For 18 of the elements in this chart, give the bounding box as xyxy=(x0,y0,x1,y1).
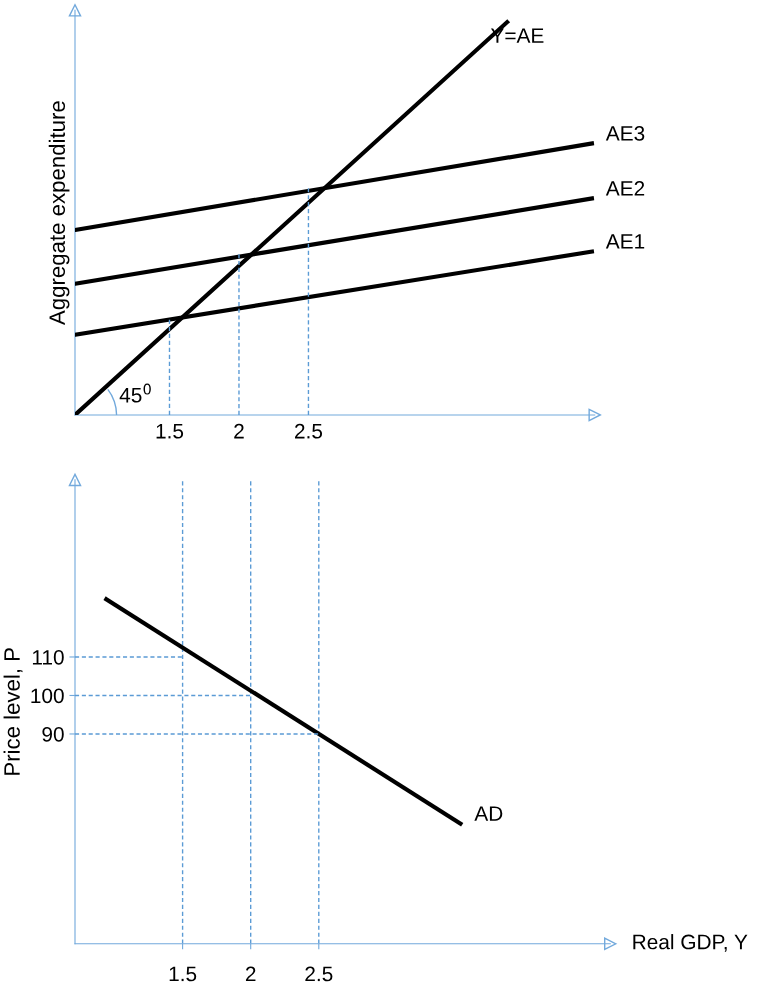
y-tick-label: 100 xyxy=(31,688,64,704)
series-label: Y=AE xyxy=(490,28,544,43)
x-tick-label: 2.5 xyxy=(295,423,323,439)
series-label: AD xyxy=(474,806,503,821)
series-label: AE1 xyxy=(605,234,645,249)
annotation: 45$^{0}$ xyxy=(119,383,151,403)
x-tick-label: 2 xyxy=(234,423,244,439)
x-tick-label: 1.5 xyxy=(169,966,197,982)
x-tick-label: 2.5 xyxy=(305,966,333,982)
x-tick-label: 2 xyxy=(245,966,256,982)
series-label: AE2 xyxy=(605,181,645,196)
x-tick-label: 1.5 xyxy=(156,424,184,439)
series-label: AE3 xyxy=(605,126,645,141)
y-tick-label: 90 xyxy=(42,726,64,742)
y-axis-title: Aggregate expenditure xyxy=(48,101,70,326)
y-axis-title: Price level, P xyxy=(3,648,23,775)
y-tick-label: 110 xyxy=(32,649,64,665)
x-axis-title: Real GDP, Y xyxy=(633,934,748,952)
